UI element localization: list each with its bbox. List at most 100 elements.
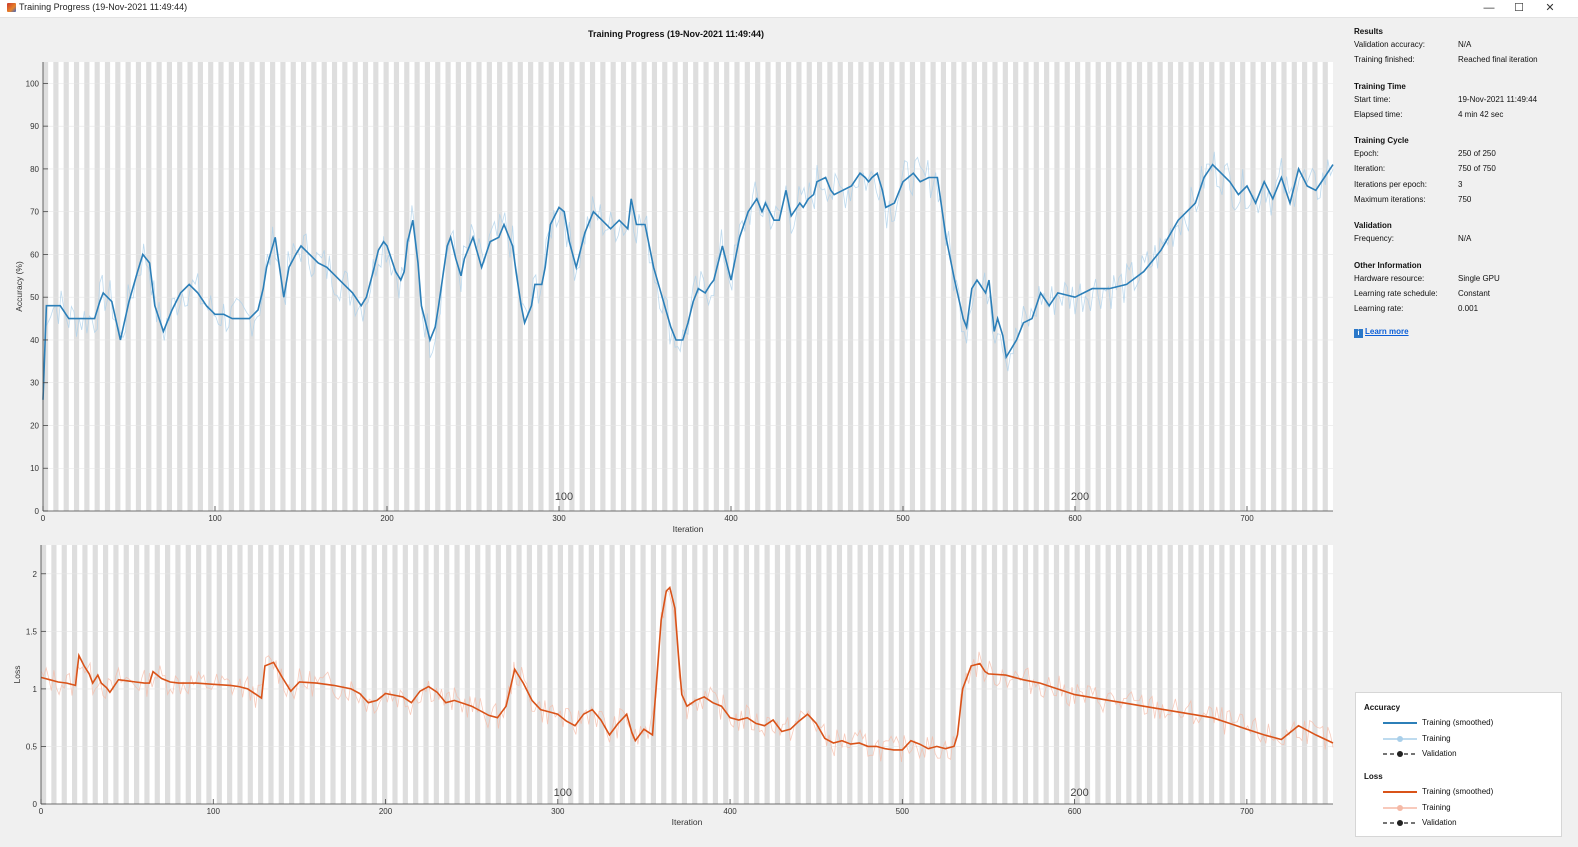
epoch-stripe (1291, 62, 1297, 511)
epoch-stripe (330, 545, 336, 804)
epoch-stripe (51, 545, 57, 804)
epoch-stripe (929, 545, 936, 804)
epoch-stripe (1239, 545, 1246, 804)
epoch-stripe (919, 545, 925, 804)
epoch-stripe (53, 62, 59, 511)
training-raw-line (42, 151, 1334, 401)
epoch-stripe (837, 62, 843, 511)
training-finished-label: Training finished: (1354, 55, 1415, 65)
epoch-stripe (464, 545, 470, 804)
x-axis-label: Iteration (673, 524, 704, 534)
epoch-stripe (383, 62, 389, 511)
epoch-stripe (1188, 62, 1194, 511)
epoch-stripe (299, 545, 305, 804)
epoch-stripe (816, 545, 822, 804)
epoch-stripe (641, 62, 647, 511)
epoch-stripe (84, 62, 90, 511)
epoch-stripe (82, 545, 88, 804)
epoch-stripe (805, 545, 812, 804)
epoch-stripe (352, 62, 358, 511)
epoch-stripe (1271, 62, 1277, 511)
epoch-stripe (103, 545, 109, 804)
epoch-stripe (858, 62, 864, 511)
epoch-stripe (723, 545, 729, 804)
epoch-stripe (166, 62, 172, 511)
epoch-stripe (1136, 62, 1143, 511)
y-tick-label: 90 (30, 122, 39, 131)
epoch-stripe (104, 62, 111, 511)
epoch-stripe (1146, 545, 1153, 804)
learn-more-link[interactable]: i Learn more (1354, 327, 1569, 338)
epoch-stripe (134, 545, 140, 804)
x-tick-label: 300 (551, 807, 565, 816)
legend-label: Training (1422, 803, 1451, 812)
y-tick-label: 60 (30, 250, 39, 259)
epoch-stripe (1074, 545, 1080, 804)
epoch-stripe (290, 62, 296, 511)
epoch-stripe (631, 62, 637, 511)
epoch-stripe (1095, 62, 1101, 511)
learning-rate-value: 0.001 (1458, 304, 1479, 314)
epoch-stripe (320, 545, 326, 804)
legend-label: Training (smoothed) (1422, 718, 1494, 727)
epoch-stripe (1147, 62, 1153, 511)
epoch-stripe (1054, 62, 1060, 511)
epoch-stripe (817, 62, 823, 511)
epoch-stripe (1312, 62, 1318, 511)
accuracy-axes[interactable]: 0 100 200 300 400 500 600 700 0 10 20 30 40 50 60 70 80 9… (14, 62, 1334, 534)
epoch-stripe (445, 62, 451, 511)
epoch-stripe (392, 545, 398, 804)
epoch-stripe (371, 545, 377, 804)
epoch-stripe (362, 62, 369, 511)
epoch-stripe (115, 62, 121, 511)
y-tick-label: 20 (30, 421, 39, 430)
x-tick-label: 100 (207, 807, 221, 816)
legend-label: Training (smoothed) (1422, 787, 1494, 796)
x-tick-label: 700 (1240, 514, 1254, 523)
epoch-stripe (1281, 62, 1287, 511)
epoch-stripe (208, 62, 214, 511)
epoch-stripe (1157, 62, 1163, 511)
epoch-stripe (1002, 62, 1008, 511)
epoch-stripe (857, 545, 863, 804)
x-tick-label: 400 (723, 807, 737, 816)
elapsed-time-label: Elapsed time: (1354, 109, 1403, 119)
epoch-stripe (971, 545, 977, 804)
epoch-stripe (63, 62, 69, 511)
epoch-stripe (351, 545, 357, 804)
epoch-stripe (61, 545, 67, 804)
epoch-stripe (826, 545, 832, 804)
epoch-stripe (795, 545, 801, 804)
epoch-stripe (92, 545, 98, 804)
epoch-stripe (775, 62, 781, 511)
learning-rate-label: Learning rate: (1354, 304, 1404, 314)
x-tick-label: 500 (896, 514, 910, 523)
minimize-button[interactable]: — (1483, 2, 1495, 14)
epoch-stripe (197, 62, 203, 511)
epoch-stripe (713, 62, 719, 511)
training-time-heading: Training Time (1354, 81, 1406, 91)
epoch-stripe (165, 545, 171, 804)
epoch-stripe (517, 62, 523, 511)
epoch-stripe (228, 62, 234, 511)
loss-axes[interactable]: 0 100 200 300 400 500 600 700 0 0.5 1 1.5 2 Iteration… (12, 545, 1334, 827)
epoch-stripe (693, 62, 699, 511)
close-button[interactable]: ✕ (1545, 2, 1555, 14)
epoch-stripe (557, 545, 563, 804)
epoch-stripe (289, 545, 295, 804)
epoch-stripe (1322, 62, 1328, 511)
epoch-stripe (909, 62, 916, 511)
epoch-stripe (568, 545, 574, 804)
epoch-stripe (413, 545, 419, 804)
epoch-stripe (682, 62, 688, 511)
epoch-stripe (526, 545, 532, 804)
epoch-stripe (836, 545, 843, 804)
plot-title: Training Progress (19-Nov-2021 11:49:44) (588, 29, 764, 39)
epoch-stripe (402, 545, 408, 804)
epoch-label: Epoch: (1354, 149, 1379, 159)
epoch-stripe (878, 62, 885, 511)
epoch-stripe (703, 62, 709, 511)
maximize-button[interactable]: ☐ (1514, 2, 1524, 14)
start-time-value: 19-Nov-2021 11:49:44 (1458, 94, 1538, 104)
epoch-stripe (1250, 62, 1256, 511)
